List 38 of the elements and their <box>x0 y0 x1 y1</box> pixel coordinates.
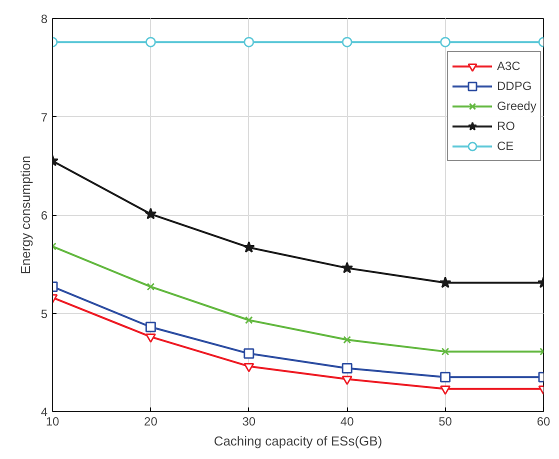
x-tick-label: 50 <box>438 414 452 428</box>
point <box>145 36 156 48</box>
point <box>341 262 354 274</box>
point <box>145 333 156 343</box>
legend-label: DDPG <box>497 78 532 94</box>
point <box>244 36 254 48</box>
y-tick-label: 8 <box>40 12 48 26</box>
point <box>242 241 255 253</box>
legend-label: RO <box>497 118 516 134</box>
legend-label: Greedy <box>497 98 536 114</box>
point <box>342 36 352 48</box>
point <box>440 386 451 395</box>
point <box>146 282 155 291</box>
point <box>244 348 254 359</box>
point <box>144 208 157 220</box>
point <box>440 36 451 48</box>
x-axis-title: Caching capacity of ESs(GB) <box>214 434 382 448</box>
point <box>145 322 156 332</box>
y-tick-label: 6 <box>40 208 48 222</box>
x-tick-label: 20 <box>144 414 158 428</box>
point <box>441 348 450 356</box>
point <box>342 376 352 386</box>
x-tick-label: 10 <box>46 414 60 428</box>
x-tick-label: 30 <box>242 414 256 428</box>
y-tick-label: 5 <box>40 306 48 321</box>
x-tick-label: 40 <box>340 414 354 428</box>
point <box>343 336 352 344</box>
legend-label: A3C <box>497 58 520 74</box>
point <box>439 276 452 288</box>
x-tick-label: 60 <box>536 414 550 428</box>
y-axis-title: Energy consumption <box>18 156 33 274</box>
legend-label: CE <box>497 138 515 154</box>
point <box>440 372 451 382</box>
point <box>244 362 254 372</box>
point <box>244 316 253 324</box>
point <box>342 363 352 374</box>
y-tick-label: 4 <box>40 405 48 419</box>
y-tick-label: 7 <box>40 110 48 124</box>
